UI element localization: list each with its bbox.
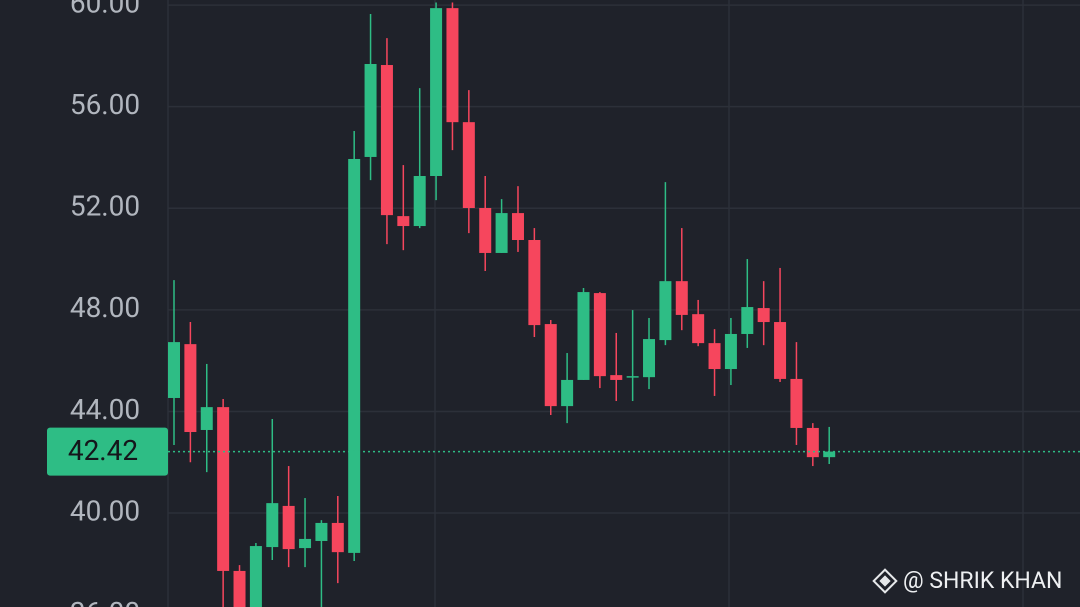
y-tick-label: 52.00 (70, 190, 140, 223)
candle-body (528, 240, 541, 326)
candle-body (593, 293, 606, 377)
watermark: @ SHRIK KHAN (872, 567, 1062, 594)
candle-body (413, 176, 426, 227)
candle-body (495, 213, 508, 253)
candle-body (331, 522, 344, 553)
candle-body (643, 339, 656, 378)
y-tick-label: 56.00 (70, 88, 140, 121)
candle-body (511, 213, 524, 241)
candle-body (233, 570, 246, 607)
candle-body (348, 158, 361, 553)
candle-body (741, 307, 754, 334)
candle-body (168, 342, 180, 398)
candle-body (544, 324, 557, 407)
candle-body (217, 407, 230, 571)
candle-body (561, 379, 574, 407)
y-tick-label: 60.00 (70, 0, 140, 19)
candle-body (626, 376, 639, 378)
candle-body (364, 64, 377, 157)
candle-body (266, 503, 279, 548)
candle-body (315, 522, 328, 541)
candle-body (790, 378, 803, 428)
candle-body (184, 344, 197, 433)
grid: 36.00 40.00 44.00 48.00 52.00 56.00 60.00 (70, 0, 1080, 607)
candle-body (692, 314, 705, 344)
candle-body (200, 407, 213, 430)
last-price-label: 42.42 (68, 434, 138, 467)
candle-body (577, 292, 590, 380)
candle-body (430, 8, 443, 177)
candle-body (299, 538, 312, 549)
candle-body (823, 451, 836, 458)
y-tick-label: 40.00 (70, 494, 140, 527)
y-tick-label: 44.00 (70, 393, 140, 426)
candle-body (479, 208, 492, 253)
candle-body (774, 322, 787, 379)
candle-body (757, 308, 770, 323)
candle-body (724, 333, 737, 370)
candle-body (446, 8, 459, 123)
candle-body (610, 375, 623, 380)
candle-body (397, 216, 410, 227)
watermark-icon (872, 568, 898, 594)
overlay: 42.42 (47, 427, 1080, 476)
candle-body (675, 281, 688, 315)
candle-body (282, 505, 295, 550)
candle-body (462, 122, 475, 209)
last-price-box (47, 427, 168, 476)
candle-body (708, 343, 721, 370)
candle-body (380, 65, 393, 216)
y-tick-label: 48.00 (70, 291, 140, 324)
watermark-text: @ SHRIK KHAN (903, 567, 1062, 594)
candles (168, 2, 836, 607)
candle-body (806, 427, 819, 458)
candle-body (659, 281, 672, 341)
y-tick-label: 36.00 (70, 596, 140, 607)
candle-body (249, 546, 262, 607)
